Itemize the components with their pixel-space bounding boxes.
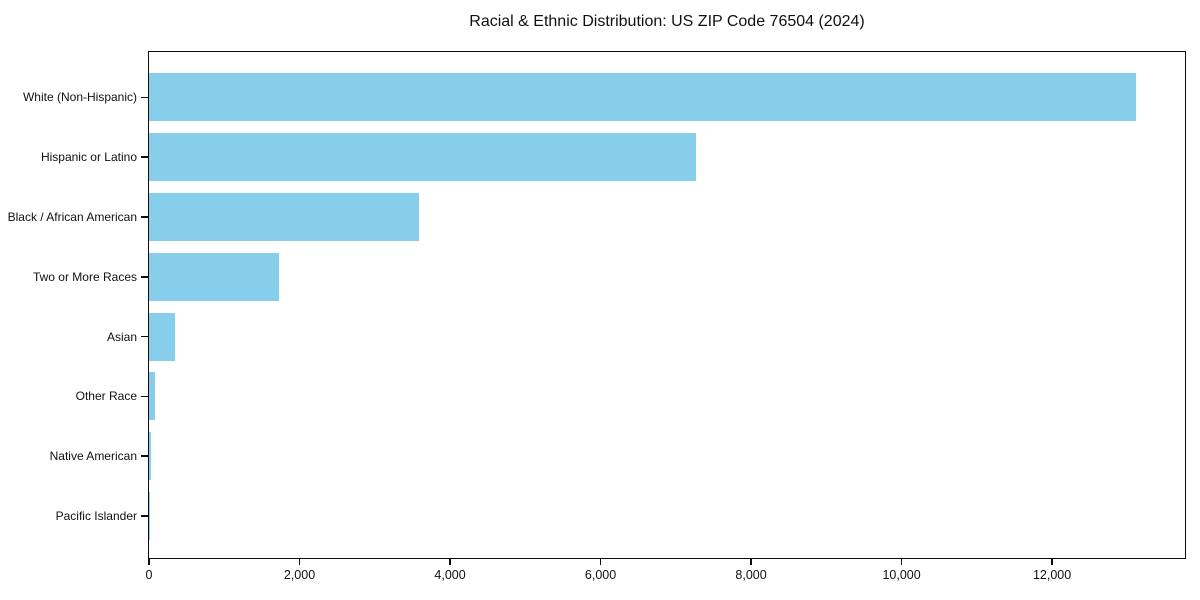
bar-native-american [149, 432, 152, 481]
x-axis-tick [900, 558, 903, 565]
bar-two-or-more-races [149, 252, 280, 301]
bar-row: Hispanic or Latino [41, 127, 1185, 187]
bar-row: Asian [107, 307, 1185, 367]
x-axis-tick [298, 558, 301, 565]
bar-asian [149, 312, 176, 361]
bar-row: Native American [50, 426, 1185, 486]
chart-title: Racial & Ethnic Distribution: US ZIP Cod… [469, 13, 865, 30]
bar-row: Two or More Races [33, 247, 1185, 307]
x-axis-tick-label: 6,000 [584, 568, 617, 582]
y-axis-tick [140, 216, 148, 218]
y-axis-label: Asian [106, 329, 137, 344]
x-axis-tick [1051, 558, 1053, 565]
x-axis-tick-label: 2,000 [283, 568, 316, 582]
bar-row: Pacific Islander [56, 486, 1185, 546]
bar-white-non-hispanic [149, 73, 1136, 122]
y-axis-tick [140, 96, 148, 99]
y-axis-label: White (Non-Hispanic) [22, 90, 137, 105]
y-axis-tick [140, 275, 148, 278]
x-axis-tick-label: 8,000 [735, 568, 767, 582]
bar-row: Other Race [76, 366, 1185, 426]
x-axis-tick-label: 12,000 [1032, 568, 1072, 582]
y-axis-tick [140, 515, 148, 517]
y-axis-tick [140, 395, 148, 398]
bar-pacific-islander [149, 491, 151, 540]
x-axis-tick [750, 558, 752, 565]
x-axis-tick-label: 4,000 [434, 568, 466, 582]
x-axis-tick [449, 558, 451, 565]
x-axis-tick [148, 558, 150, 565]
y-axis-label: Other Race [75, 389, 137, 404]
y-axis-label: Black / African American [7, 209, 137, 224]
bar-hispanic-or-latino [149, 133, 697, 182]
y-axis-label: Hispanic or Latino [40, 150, 137, 165]
x-axis-tick [599, 558, 602, 565]
bar-black-african-american [149, 192, 420, 241]
x-axis-tick-label: 10,000 [882, 568, 921, 582]
bar-other-race [149, 372, 156, 421]
bar-row: White (Non-Hispanic) [23, 68, 1185, 128]
y-axis-tick [140, 156, 148, 158]
y-axis-label: Native American [49, 449, 137, 464]
y-axis-label: Pacific Islander [55, 508, 137, 523]
bar-row: Black / African American [8, 187, 1185, 247]
y-axis-tick [140, 455, 148, 457]
plot-area: White (Non-Hispanic) Hispanic or Latino Bl… [8, 51, 1186, 582]
bar-rows-container: White (Non-Hispanic) Hispanic or Latino Bl… [8, 68, 1185, 546]
y-axis-tick [140, 335, 148, 338]
x-axis-tick-label: 0 [145, 568, 153, 582]
y-axis-label: Two or More Races [32, 269, 137, 284]
